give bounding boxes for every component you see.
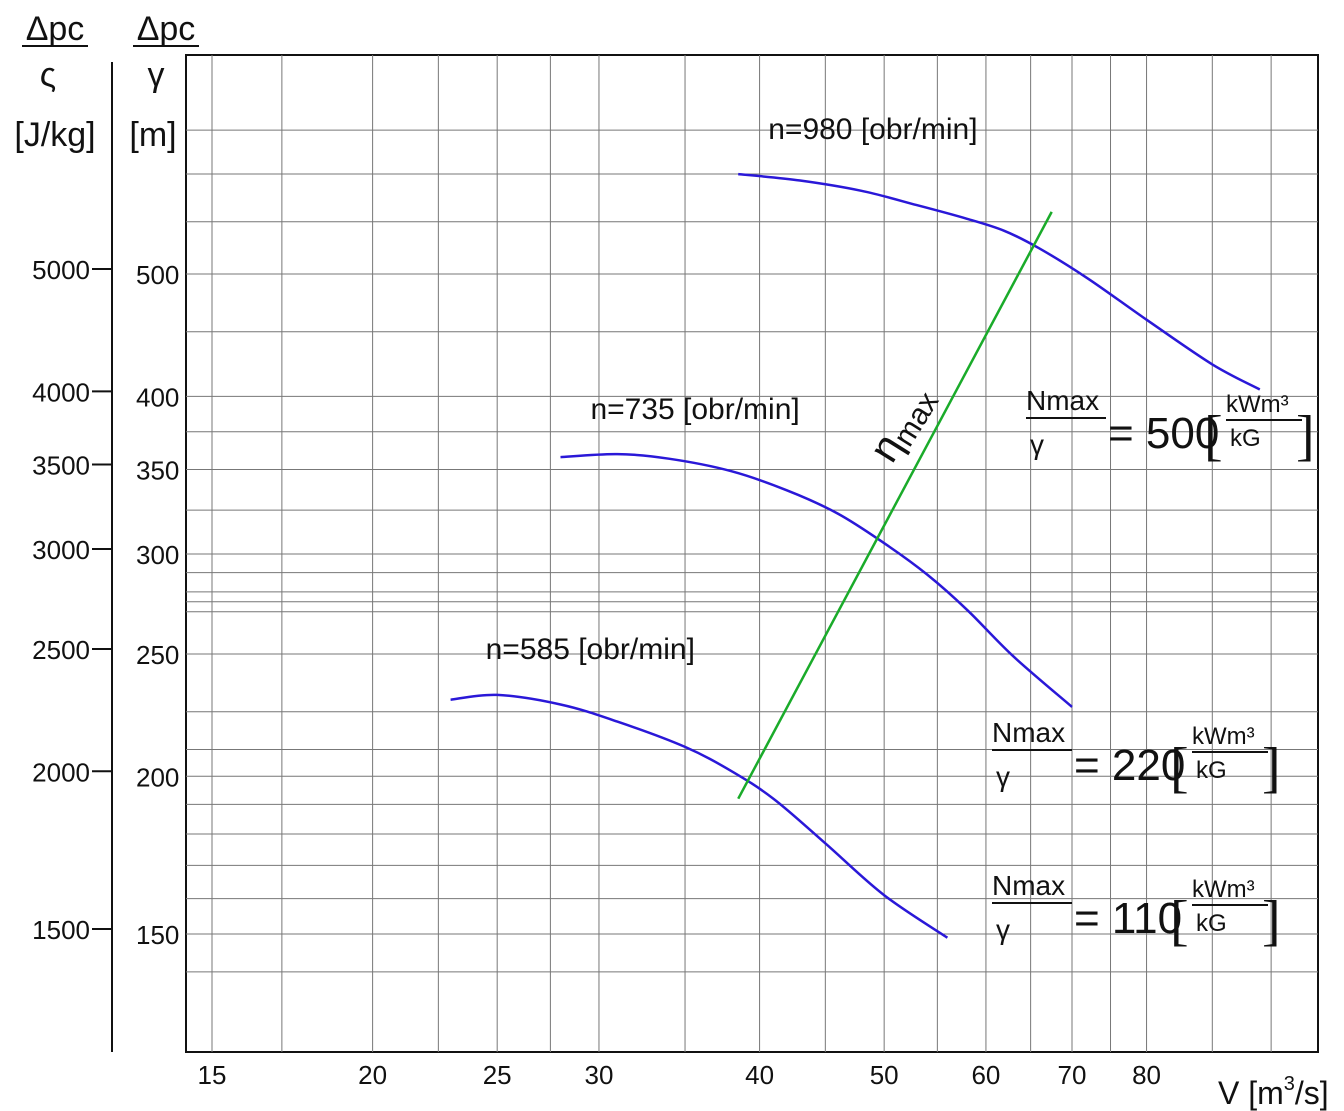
curve-label: n=735 [obr/min] <box>590 393 799 426</box>
x-axis-label: V [m3/s] <box>1218 1073 1329 1111</box>
annotation-numerator: Nmax <box>1026 385 1099 416</box>
left-tick-label: 4000 <box>32 377 90 407</box>
left-tick-label: 5000 <box>32 255 90 285</box>
curve-label: n=980 [obr/min] <box>768 113 977 146</box>
curve-n=585 <box>450 693 949 939</box>
annotation-unit-denominator: kG <box>1196 757 1227 784</box>
annotation-unit-denominator: kG <box>1230 425 1261 452</box>
annotation-denominator: γ <box>996 914 1010 945</box>
annotation-bracket-left: [ <box>1170 737 1189 799</box>
annotation-bracket-right: ] <box>1262 737 1281 799</box>
left-axis-unit: [J/kg] <box>14 116 95 154</box>
plot-frame <box>185 54 1319 1053</box>
annotation-bracket-right: ] <box>1262 890 1281 952</box>
eta-max-label: ηmax <box>860 377 946 472</box>
curve-labels: n=980 [obr/min] n=735 [obr/min] n=585 [obr… <box>486 113 978 666</box>
head-tick-label: 300 <box>136 540 179 570</box>
head-tick-label: 350 <box>136 456 179 486</box>
x-tick-label: 20 <box>358 1060 387 1090</box>
x-tick-label: 50 <box>870 1060 899 1090</box>
x-tick-label: 70 <box>1058 1060 1087 1090</box>
annotation-value: = 110 <box>1074 894 1182 943</box>
x-tick-label: 25 <box>483 1060 512 1090</box>
annotation-bracket-left: [ <box>1204 405 1223 467</box>
annotation-bracket-right: ] <box>1296 405 1315 467</box>
left-energy-axis-ticks: 5000 4000 3500 3000 2500 2000 1500 <box>32 255 112 945</box>
annotation-unit-denominator: kG <box>1196 910 1227 937</box>
x-tick-label: 40 <box>745 1060 774 1090</box>
left-tick-label: 3000 <box>32 535 90 565</box>
left-axis-numerator: Δpc <box>26 10 85 48</box>
curve-label: n=585 [obr/min] <box>486 633 695 666</box>
left-axis-denominator: ς <box>40 56 56 94</box>
head-tick-label: 250 <box>136 640 179 670</box>
annotation-bracket-left: [ <box>1170 890 1189 952</box>
curves <box>450 172 1261 939</box>
left-tick-label: 2500 <box>32 635 90 665</box>
x-tick-label: 60 <box>971 1060 1000 1090</box>
annotation-numerator: Nmax <box>992 717 1065 748</box>
grid <box>186 55 1318 1052</box>
annotation-value: = 500 <box>1108 409 1219 458</box>
annotation-denominator: γ <box>996 761 1010 792</box>
eta-max-line <box>737 211 1053 800</box>
curve-n=735 <box>560 452 1073 708</box>
left-tick-label: 3500 <box>32 451 90 481</box>
head-axis-header: Δpc γ [m] <box>129 10 199 154</box>
head-axis-unit: [m] <box>129 116 176 154</box>
x-tick-label: 15 <box>198 1060 227 1090</box>
annotation-denominator: γ <box>1030 429 1044 460</box>
head-axis-numerator: Δpc <box>137 10 196 48</box>
head-tick-label: 400 <box>136 382 179 412</box>
left-axis-header: Δpc ς [J/kg] <box>14 10 95 154</box>
head-tick-label: 150 <box>136 920 179 950</box>
head-axis-ticks: 500 400 350 300 250 200 150 <box>136 260 179 950</box>
annotation-unit-numerator: kWm³ <box>1226 391 1289 418</box>
annotation-value: = 220 <box>1074 741 1185 790</box>
left-tick-label: 1500 <box>32 915 90 945</box>
annotation-numerator: Nmax <box>992 870 1065 901</box>
x-tick-label: 80 <box>1132 1060 1161 1090</box>
x-tick-label: 30 <box>585 1060 614 1090</box>
nmax-annotation: Nmax γ = 110[kWm³ kG] <box>992 870 1281 952</box>
annotation-unit-numerator: kWm³ <box>1192 723 1255 750</box>
head-axis-denominator: γ <box>148 56 165 94</box>
head-tick-label: 200 <box>136 762 179 792</box>
annotation-unit-numerator: kWm³ <box>1192 876 1255 903</box>
nmax-annotation: Nmax γ = 500[kWm³ kG] <box>1026 385 1315 467</box>
nmax-annotation: Nmax γ = 220[kWm³ kG] <box>992 717 1281 799</box>
left-tick-label: 2000 <box>32 757 90 787</box>
x-axis-ticks: 15 20 25 30 40 50 60 70 80 <box>198 1060 1161 1090</box>
curve-n=980 <box>738 172 1261 391</box>
head-tick-label: 500 <box>136 260 179 290</box>
